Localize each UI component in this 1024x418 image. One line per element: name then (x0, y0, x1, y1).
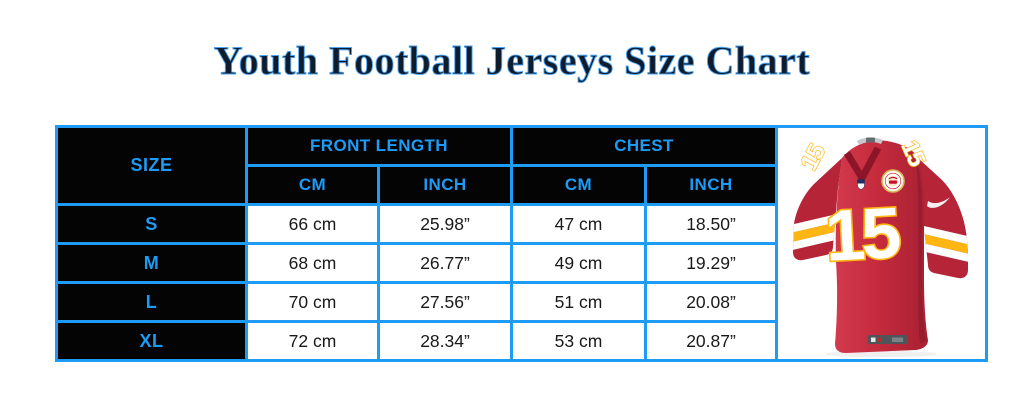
front-length-header: FRONT LENGTH (245, 125, 513, 167)
right-sleeve-stripes (917, 223, 968, 266)
chest-cm-value: 47 cm (510, 203, 647, 245)
front-length-inch-value: 26.77” (377, 242, 513, 284)
jersey-right-sleeve (917, 158, 968, 279)
table-row-l: L 70 cm 27.56” 51 cm 20.08” (55, 281, 987, 323)
front-length-cm-value: 66 cm (245, 203, 380, 245)
nike-swoosh-icon (926, 197, 950, 208)
left-sleeve-stripes (792, 212, 842, 254)
chest-inch-value: 20.87” (644, 320, 778, 362)
front-length-inch-header: INCH (377, 164, 513, 206)
chest-inch-value: 19.29” (644, 242, 778, 284)
size-label: M (55, 242, 248, 284)
team-patch (880, 169, 905, 193)
chest-cm-header: CM (510, 164, 647, 206)
front-length-inch-value: 25.98” (377, 203, 513, 245)
jersey-body (834, 140, 928, 353)
jersey-side-shading (913, 156, 926, 344)
chest-cm-value: 53 cm (510, 320, 647, 362)
jock-tag (867, 335, 908, 344)
table-row-xl: XL 72 cm 28.34” 53 cm 20.87” (55, 320, 987, 362)
front-length-inch-value: 27.56” (377, 281, 513, 323)
size-label: XL (55, 320, 248, 362)
chest-number: 15 (823, 193, 902, 277)
size-label: L (55, 281, 248, 323)
chest-header: CHEST (510, 125, 778, 167)
header-row-units: CM INCH CM INCH (57, 164, 987, 206)
front-length-cm-header: CM (245, 164, 380, 206)
front-length-cm-value: 68 cm (245, 242, 380, 284)
front-length-cm-value: 72 cm (245, 320, 380, 362)
table-row-s: S 66 cm 25.98” 47 cm 18.50” (55, 203, 987, 245)
chest-cm-value: 49 cm (510, 242, 647, 284)
chest-inch-value: 20.08” (644, 281, 778, 323)
front-length-cm-value: 70 cm (245, 281, 380, 323)
header-row-groups: SIZE FRONT LENGTH CHEST (55, 125, 988, 362)
shoulder-number-left: 15 (795, 140, 831, 175)
nfl-shield-icon (856, 179, 865, 190)
chest-inch-header: INCH (644, 164, 778, 206)
front-length-inch-value: 28.34” (377, 320, 513, 362)
size-chart-table: SIZE FRONT LENGTH CHEST (55, 125, 988, 362)
chest-inch-value: 18.50” (644, 203, 778, 245)
back-collar-label (865, 137, 875, 143)
jersey-image-cell: 15 15 15 (775, 125, 988, 362)
jersey-image: 15 15 15 (792, 136, 968, 358)
table-row-m: M 68 cm 26.77” 49 cm 19.29” (55, 242, 987, 284)
v-neck-collar (843, 146, 881, 186)
size-column-header: SIZE (55, 125, 248, 206)
chest-cm-value: 51 cm (510, 281, 647, 323)
page-title: Youth Football Jerseys Size Chart (213, 38, 811, 83)
size-label: S (55, 203, 248, 245)
